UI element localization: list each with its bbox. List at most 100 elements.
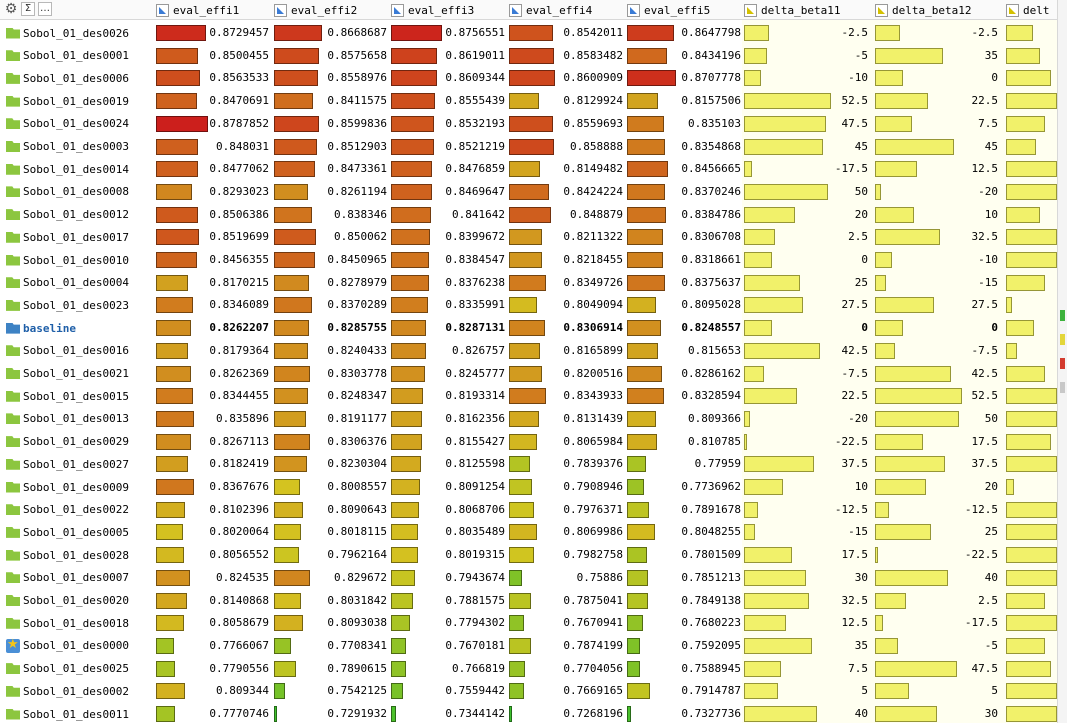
column-header-delt[interactable]: delt xyxy=(1006,2,1053,18)
row-name-label: Sobol_01_des0007 xyxy=(23,571,129,585)
folder-icon xyxy=(6,685,20,697)
delta-value: 5 xyxy=(991,684,998,698)
row-name[interactable]: Sobol_01_des0007 xyxy=(6,570,129,586)
row-name[interactable]: Sobol_01_des0027 xyxy=(6,456,129,472)
row-name[interactable]: Sobol_01_des0010 xyxy=(6,252,129,268)
row-name[interactable]: Sobol_01_des0006 xyxy=(6,70,129,86)
table-row[interactable]: Sobol_01_des0010 0.8456355 0.8450965 0.8384… xyxy=(0,249,1057,271)
row-name[interactable]: Sobol_01_des0022 xyxy=(6,502,129,518)
effi-bar xyxy=(627,479,645,495)
table-row[interactable]: Sobol_01_des0023 0.8346089 0.8370289 0.8335… xyxy=(0,294,1057,316)
effi-bar xyxy=(156,183,192,200)
table-row[interactable]: Sobol_01_des0017 0.8519699 0.850062 0.83996… xyxy=(0,226,1057,248)
row-name[interactable]: Sobol_01_des0028 xyxy=(6,547,129,563)
table-row[interactable]: Sobol_01_des0025 0.7790556 0.7890615 0.7668… xyxy=(0,658,1057,680)
more-options-icon[interactable]: … xyxy=(38,2,52,16)
column-header-eval-effi1[interactable]: eval_effi1 xyxy=(156,2,270,18)
table-row[interactable]: baseline 0.8262207 0.8285755 0.8287131 0.830… xyxy=(0,317,1057,339)
settings-gear-icon[interactable]: ⚙ xyxy=(4,1,18,17)
delta-bar xyxy=(875,138,954,155)
row-name[interactable]: Sobol_01_des0012 xyxy=(6,207,129,223)
table-row[interactable]: Sobol_01_des0002 0.809344 0.7542125 0.75594… xyxy=(0,680,1057,702)
delta-bar xyxy=(875,161,918,178)
row-name[interactable]: Sobol_01_des0008 xyxy=(6,184,129,200)
delta-value: 22.5 xyxy=(841,389,869,403)
column-header-eval-effi5[interactable]: eval_effi5 xyxy=(627,2,740,18)
effi-bar xyxy=(391,342,426,359)
table-row[interactable]: Sobol_01_des0008 0.8293023 0.8261194 0.8469… xyxy=(0,181,1057,203)
table-row[interactable]: Sobol_01_des0004 0.8170215 0.8278979 0.8376… xyxy=(0,272,1057,294)
table-row[interactable]: Sobol_01_des0009 0.8367676 0.8008557 0.8091… xyxy=(0,476,1057,498)
row-name[interactable]: Sobol_01_des0021 xyxy=(6,366,129,382)
table-row[interactable]: Sobol_01_des0003 0.848031 0.8512903 0.85212… xyxy=(0,136,1057,158)
row-name[interactable]: Sobol_01_des0025 xyxy=(6,661,129,677)
column-header-eval-effi3[interactable]: eval_effi3 xyxy=(391,2,505,18)
table-row[interactable]: Sobol_01_des0012 0.8506386 0.838346 0.84164… xyxy=(0,204,1057,226)
table-row[interactable]: Sobol_01_des0019 0.8470691 0.8411575 0.8555… xyxy=(0,90,1057,112)
row-name[interactable]: Sobol_01_des0016 xyxy=(6,343,129,359)
delta-bar xyxy=(875,183,881,200)
vertical-scrollbar[interactable] xyxy=(1057,0,1067,723)
row-name[interactable]: Sobol_01_des0001 xyxy=(6,48,129,64)
row-name[interactable]: baseline xyxy=(6,320,76,336)
table-row[interactable]: Sobol_01_des0007 0.824535 0.829672 0.794367… xyxy=(0,567,1057,589)
row-name[interactable]: Sobol_01_des0018 xyxy=(6,615,129,631)
effi-bar xyxy=(156,297,194,314)
row-name[interactable]: Sobol_01_des0017 xyxy=(6,229,129,245)
table-row[interactable]: Sobol_01_des0001 0.8500455 0.8575658 0.8619… xyxy=(0,45,1057,67)
table-row[interactable]: Sobol_01_des0028 0.8056552 0.7962164 0.8019… xyxy=(0,544,1057,566)
column-header-eval-effi2[interactable]: eval_effi2 xyxy=(274,2,387,18)
table-row[interactable]: Sobol_01_des0005 0.8020064 0.8018115 0.8035… xyxy=(0,521,1057,543)
row-name[interactable]: Sobol_01_des0005 xyxy=(6,524,129,540)
column-header-delta-beta12[interactable]: delta_beta12 xyxy=(875,2,1002,18)
row-name[interactable]: Sobol_01_des0013 xyxy=(6,411,129,427)
effi-bar xyxy=(509,524,538,541)
table-row[interactable]: Sobol_01_des0013 0.835896 0.8191177 0.81623… xyxy=(0,408,1057,430)
table-row[interactable]: Sobol_01_des0016 0.8179364 0.8240433 0.8267… xyxy=(0,340,1057,362)
table-row[interactable]: Sobol_01_des0015 0.8344455 0.8248347 0.8193… xyxy=(0,385,1057,407)
effi-bar xyxy=(627,25,675,41)
row-name[interactable]: Sobol_01_des0011 xyxy=(6,706,129,722)
row-name[interactable]: Sobol_01_des0002 xyxy=(6,683,129,699)
table-row[interactable]: Sobol_01_des0006 0.8563533 0.8558976 0.8609… xyxy=(0,67,1057,89)
effi-bar xyxy=(627,183,666,200)
table-row[interactable]: Sobol_01_des0024 0.8787852 0.8599836 0.8532… xyxy=(0,113,1057,135)
table-row[interactable]: Sobol_01_des0021 0.8262369 0.8303778 0.8245… xyxy=(0,363,1057,385)
continuous-variable-icon xyxy=(627,3,640,17)
row-name[interactable]: Sobol_01_des0015 xyxy=(6,388,129,404)
table-row[interactable]: Sobol_01_des0022 0.8102396 0.8090643 0.8068… xyxy=(0,499,1057,521)
row-name[interactable]: Sobol_01_des0019 xyxy=(6,93,129,109)
row-name[interactable]: Sobol_01_des0009 xyxy=(6,479,129,495)
sum-icon[interactable]: Σ xyxy=(21,2,35,16)
column-header-eval-effi4[interactable]: eval_effi4 xyxy=(509,2,623,18)
effi-value: 0.8020064 xyxy=(209,525,269,539)
table-row[interactable]: Sobol_01_des0029 0.8267113 0.8306376 0.8155… xyxy=(0,431,1057,453)
delta-bar xyxy=(1006,229,1057,246)
row-name[interactable]: Sobol_01_des0020 xyxy=(6,593,129,609)
effi-value: 0.848031 xyxy=(216,139,269,153)
table-row[interactable]: Sobol_01_des0011 0.7770746 0.7291932 0.7344… xyxy=(0,703,1057,723)
delta-bar xyxy=(744,410,750,427)
row-name[interactable]: Sobol_01_des0004 xyxy=(6,275,129,291)
row-name[interactable]: Sobol_01_des0023 xyxy=(6,297,129,313)
table-row[interactable]: Sobol_01_des0020 0.8140868 0.8031842 0.7881… xyxy=(0,590,1057,612)
table-row[interactable]: Sobol_01_des0000 0.7766067 0.7708341 0.7670… xyxy=(0,635,1057,657)
column-header-delta-beta11[interactable]: delta_beta11 xyxy=(744,2,871,18)
row-name[interactable]: Sobol_01_des0000 xyxy=(6,637,129,654)
table-row[interactable]: Sobol_01_des0018 0.8058679 0.8093038 0.7794… xyxy=(0,612,1057,634)
row-name[interactable]: Sobol_01_des0003 xyxy=(6,139,129,155)
effi-bar xyxy=(627,388,664,405)
table-row[interactable]: Sobol_01_des0014 0.8477062 0.8473361 0.8476… xyxy=(0,158,1057,180)
table-row[interactable]: Sobol_01_des0026 0.8729457 0.8668687 0.8756… xyxy=(0,22,1057,44)
row-name[interactable]: Sobol_01_des0014 xyxy=(6,161,129,177)
table-row[interactable]: Sobol_01_des0027 0.8182419 0.8230304 0.8125… xyxy=(0,453,1057,475)
row-name[interactable]: Sobol_01_des0024 xyxy=(6,116,129,132)
delta-value: 37.5 xyxy=(971,457,999,471)
effi-bar xyxy=(391,456,422,473)
row-name[interactable]: Sobol_01_des0026 xyxy=(6,25,129,41)
delta-bar xyxy=(1006,138,1037,155)
delta-bar xyxy=(744,206,795,223)
effi-bar xyxy=(274,433,310,450)
row-name[interactable]: Sobol_01_des0029 xyxy=(6,434,129,450)
delta-value: 20 xyxy=(984,480,998,493)
